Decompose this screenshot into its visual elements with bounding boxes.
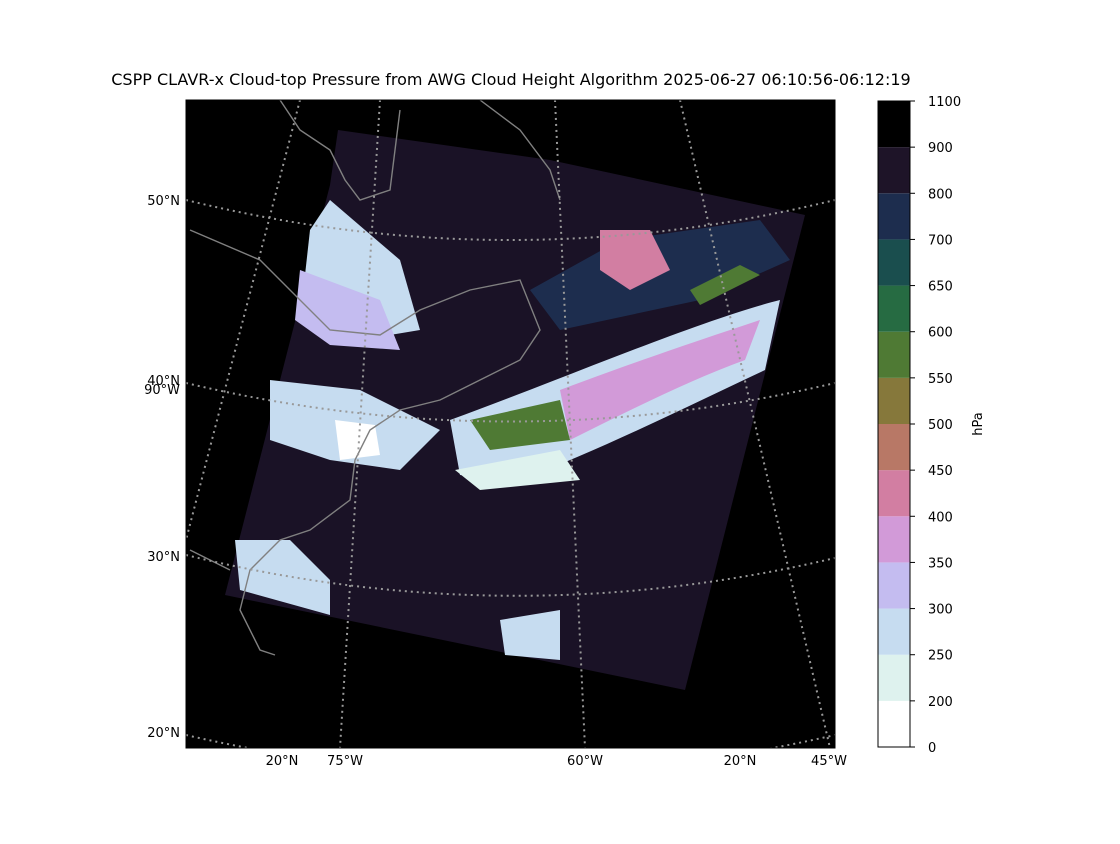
cloud — [500, 610, 560, 660]
colorbar-segment — [878, 470, 910, 517]
colorbar-segment — [878, 285, 910, 332]
colorbar-segment — [878, 331, 910, 378]
colorbar-tick-label: 1100 — [928, 95, 961, 110]
lon-label: 75°W — [327, 754, 363, 769]
lon-label: 45°W — [811, 754, 847, 769]
map-frame — [185, 99, 836, 749]
colorbar-tick-label: 200 — [928, 695, 953, 710]
cloud — [335, 420, 380, 460]
cloud — [295, 270, 400, 350]
lat-label: 30°N — [147, 550, 180, 565]
colorbar-tick-label: 650 — [928, 280, 953, 295]
colorbar-segment — [878, 516, 910, 563]
colorbar-tick-label: 400 — [928, 510, 953, 525]
cloud — [470, 400, 570, 450]
lat-label: 40°N — [147, 374, 180, 389]
colorbar-tick-label: 550 — [928, 372, 953, 387]
colorbar-segment — [878, 147, 910, 194]
lat-label: 50°N — [147, 194, 180, 209]
colorbar-segment — [878, 239, 910, 286]
lon-label: 20°N — [266, 754, 299, 769]
colorbar-tick-label: 700 — [928, 233, 953, 248]
coastline — [189, 100, 561, 656]
map — [186, 100, 835, 748]
title: CSPP CLAVR-x Cloud-top Pressure from AWG… — [111, 70, 910, 89]
lat-label: 90°W — [144, 383, 180, 398]
colorbar-segment — [878, 193, 910, 240]
colorbar-label: hPa — [971, 412, 986, 435]
graticule — [186, 100, 835, 748]
colorbar-segment — [878, 608, 910, 655]
colorbar-segment — [878, 424, 910, 471]
colorbar-tick-label: 900 — [928, 141, 953, 156]
colorbar-tick-label: 800 — [928, 187, 953, 202]
colorbar-tick-label: 250 — [928, 649, 953, 664]
colorbar-tick-label: 450 — [928, 464, 953, 479]
colorbar-segment — [878, 101, 910, 148]
colorbar-tick-label: 600 — [928, 326, 953, 341]
cloud — [235, 540, 330, 615]
cloud — [560, 320, 760, 440]
cloud — [690, 265, 760, 305]
colorbar-segment — [878, 377, 910, 424]
colorbar-tick-label: 350 — [928, 556, 953, 571]
colorbar-segment — [878, 700, 910, 747]
colorbar-tick-label: 0 — [928, 741, 936, 756]
colorbar-tick-label: 500 — [928, 418, 953, 433]
colorbar-tick-label: 300 — [928, 603, 953, 618]
lat-label: 20°N — [147, 726, 180, 741]
lon-label: 20°N — [724, 754, 757, 769]
colorbar-segment — [878, 562, 910, 609]
cloud — [455, 450, 580, 490]
cloud — [600, 230, 670, 290]
colorbar-segment — [878, 654, 910, 701]
lon-label: 60°W — [567, 754, 603, 769]
